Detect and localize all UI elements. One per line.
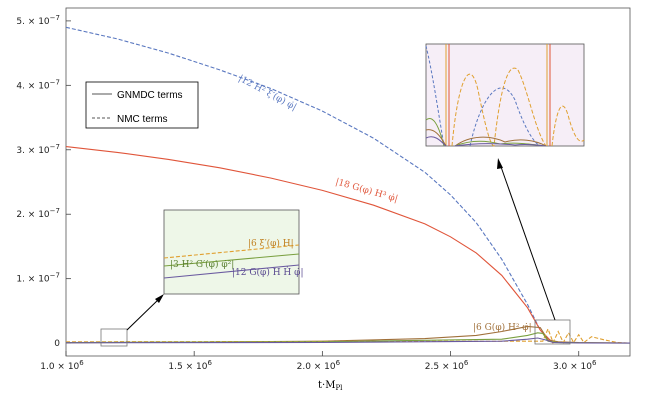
inset-label-h2-g: |3 H² G′(φ) φ̇²| — [170, 259, 234, 270]
y-tick-label-1: 1. × 10−7 — [16, 272, 60, 285]
series-annotation-2: |6 G(φ) H² φ̇| — [473, 322, 532, 333]
series-line-3 — [66, 327, 630, 344]
plot-frame — [65, 7, 631, 357]
series-line-0 — [66, 26, 554, 344]
x-axis-title: t·MPl — [318, 380, 343, 392]
inset-label-g-h-hdot: |12 G(φ) H Ḣ φ̇| — [232, 266, 303, 278]
x-tick-label-4: 3.0 × 106 — [553, 359, 597, 372]
inset-left: |6 ξ′(φ) H| |3 H² G′(φ) φ̇²| |12 G(φ) H … — [163, 209, 303, 295]
x-tick-label-2: 2.0 × 106 — [297, 359, 341, 372]
series-annotation-1: |18 G(φ) H³ φ̇| — [334, 176, 399, 204]
legend-entry-gnmdc: GNMDC terms — [117, 90, 183, 101]
y-tick-label-5: 5. × 10−7 — [16, 14, 60, 27]
y-tick-label-0: 0 — [54, 339, 60, 349]
zoom-arrowhead-right — [497, 158, 503, 169]
y-tick-label-3: 3. × 10−7 — [16, 143, 60, 156]
y-tick-label-4: 4. × 10−7 — [16, 78, 60, 91]
inset-right — [425, 43, 585, 147]
zoom-marker-left — [100, 328, 128, 347]
axis-ticks: 1.0 × 106 1.5 × 106 2.0 × 106 2.5 × 106 3.0 … — [16, 14, 597, 372]
y-tick-label-2: 2. × 10−7 — [16, 207, 60, 220]
zoom-arrow-right — [499, 163, 556, 321]
legend-entry-nmc: NMC terms — [117, 114, 168, 125]
zoom-arrowhead-left — [155, 294, 164, 303]
series-annotation-0: |12 H² ξ′(φ) φ̇| — [237, 73, 299, 113]
x-tick-label-3: 2.5 × 106 — [425, 359, 469, 372]
legend: GNMDC terms NMC terms — [85, 81, 199, 129]
x-axis-title-sub: Pl — [335, 384, 343, 392]
zoom-arrow-left — [126, 297, 161, 331]
inset-label-xi-h: |6 ξ′(φ) H| — [248, 238, 294, 249]
x-tick-label-1: 1.5 × 106 — [168, 359, 212, 372]
x-tick-label-0: 1.0 × 106 — [40, 359, 84, 372]
x-axis-title-main: t·M — [318, 380, 335, 391]
zoom-marker-right — [534, 319, 571, 345]
series-line-1 — [66, 146, 554, 344]
